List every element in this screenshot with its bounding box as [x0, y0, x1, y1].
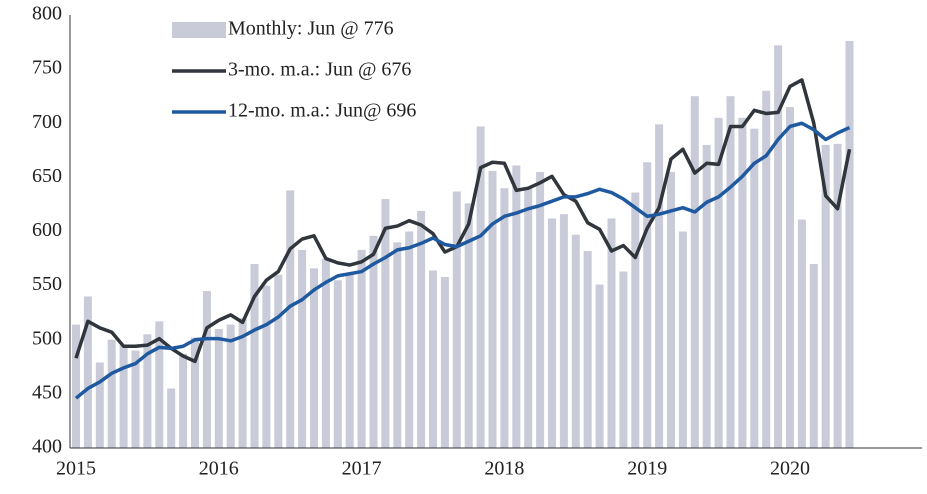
bar: [179, 353, 188, 448]
bar: [357, 249, 366, 448]
y-tick-label: 400: [32, 436, 62, 458]
bar: [714, 117, 723, 449]
bar: [678, 231, 687, 448]
bar: [381, 199, 390, 448]
bar: [476, 126, 485, 448]
bar: [214, 328, 223, 448]
bar: [83, 296, 92, 448]
bar: [667, 171, 675, 448]
bar: [821, 144, 830, 448]
bar: [405, 231, 414, 448]
bar: [559, 214, 568, 448]
y-tick-label: 450: [32, 381, 62, 403]
legend-label: 12-mo. m.a.: Jun@ 696: [228, 100, 416, 122]
bar: [119, 345, 128, 448]
x-tick-label: 2015: [56, 458, 96, 480]
bar: [512, 165, 521, 448]
bar: [262, 285, 271, 448]
bar: [155, 321, 164, 448]
bar: [750, 128, 759, 448]
y-tick-label: 700: [32, 111, 62, 133]
bar: [452, 191, 461, 448]
bar: [417, 210, 426, 448]
bar: [286, 190, 295, 449]
bar: [500, 188, 509, 448]
x-tick-label: 2019: [627, 458, 667, 480]
bar: [524, 188, 533, 448]
bar: [429, 270, 437, 448]
bar: [583, 250, 592, 448]
bar: [345, 274, 354, 448]
bar: [655, 124, 664, 449]
bar: [321, 258, 330, 448]
x-tick-label: 2016: [199, 458, 239, 480]
bar: [631, 192, 640, 448]
x-tick-label: 2018: [484, 458, 524, 480]
line: [74, 121, 851, 400]
bar: [464, 203, 473, 448]
bar: [786, 107, 794, 448]
bar: [333, 280, 342, 448]
y-tick-label: 750: [32, 57, 62, 79]
bar: [226, 324, 235, 448]
bar: [274, 274, 283, 448]
bar: [298, 249, 307, 448]
bar: [107, 339, 116, 448]
bar: [536, 171, 545, 448]
bar: [571, 234, 580, 448]
bar: [95, 362, 104, 448]
bar: [72, 324, 80, 448]
bar: [702, 144, 711, 448]
legend-label: 3-mo. m.a.: Jun @ 676: [228, 59, 411, 81]
y-tick-label: 600: [32, 219, 62, 241]
bar: [595, 284, 604, 448]
bar: [643, 162, 652, 448]
bar: [131, 350, 140, 448]
legend-label: Monthly: Jun @ 776: [228, 18, 394, 40]
y-tick-label: 800: [32, 3, 62, 25]
bar: [762, 90, 771, 449]
y-tick-label: 500: [32, 327, 62, 349]
bar: [690, 96, 699, 448]
bar: [738, 117, 747, 449]
bar: [250, 263, 259, 448]
bar: [167, 388, 176, 448]
bar: [726, 96, 735, 448]
bar: [202, 291, 211, 448]
line: [74, 78, 852, 364]
bar: [774, 45, 783, 449]
bar: [310, 268, 318, 448]
bar: [833, 143, 842, 448]
bar: [548, 218, 556, 448]
x-tick-label: 2020: [770, 458, 810, 480]
bar: [191, 337, 199, 448]
bar: [440, 276, 449, 448]
bar: [619, 271, 628, 448]
bar: [797, 219, 806, 448]
y-tick-label: 550: [32, 273, 62, 295]
bar: [143, 334, 152, 448]
bar: [238, 318, 247, 448]
bar: [393, 242, 402, 448]
x-tick-label: 2017: [342, 458, 382, 480]
bar: [488, 170, 497, 448]
bar: [369, 235, 378, 448]
legend-swatch: [172, 22, 226, 38]
bar: [809, 263, 818, 448]
y-tick-label: 650: [32, 165, 62, 187]
bar: [607, 218, 616, 448]
bar: [845, 40, 854, 448]
